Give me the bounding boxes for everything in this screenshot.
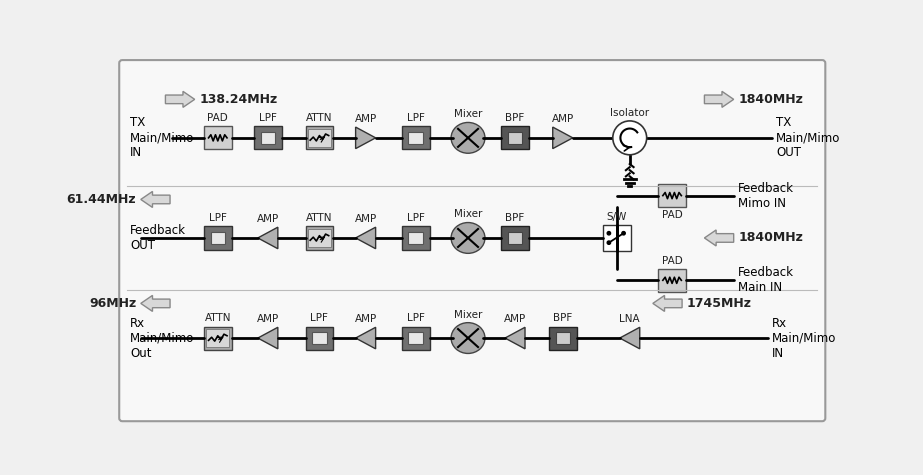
Polygon shape <box>505 327 525 349</box>
Polygon shape <box>355 127 376 149</box>
Text: AMP: AMP <box>354 214 377 224</box>
FancyBboxPatch shape <box>402 126 429 150</box>
Text: Feedback
Main IN: Feedback Main IN <box>737 266 794 294</box>
Circle shape <box>622 231 625 235</box>
Text: BPF: BPF <box>506 213 524 223</box>
FancyBboxPatch shape <box>549 326 577 350</box>
Text: TX
Main/Mimo
IN: TX Main/Mimo IN <box>130 116 195 159</box>
FancyBboxPatch shape <box>603 225 630 251</box>
Text: PAD: PAD <box>662 210 682 220</box>
Polygon shape <box>704 91 734 107</box>
Polygon shape <box>553 127 573 149</box>
Text: LPF: LPF <box>407 314 425 323</box>
Text: Mixer: Mixer <box>454 310 482 320</box>
FancyBboxPatch shape <box>206 329 229 347</box>
FancyBboxPatch shape <box>210 232 225 244</box>
Polygon shape <box>165 91 195 107</box>
Text: AMP: AMP <box>257 314 279 324</box>
Text: LNA: LNA <box>619 314 640 324</box>
FancyBboxPatch shape <box>501 227 529 249</box>
Text: BPF: BPF <box>506 113 524 123</box>
Text: Feedback
OUT: Feedback OUT <box>130 224 186 252</box>
Text: Mixer: Mixer <box>454 109 482 119</box>
Polygon shape <box>355 327 376 349</box>
Polygon shape <box>619 327 640 349</box>
Text: ATTN: ATTN <box>205 314 231 323</box>
Text: BPF: BPF <box>553 314 572 323</box>
FancyBboxPatch shape <box>508 232 522 244</box>
Ellipse shape <box>451 123 485 153</box>
Polygon shape <box>141 295 170 312</box>
Text: ATTN: ATTN <box>306 213 332 223</box>
FancyBboxPatch shape <box>204 126 232 150</box>
FancyBboxPatch shape <box>409 332 423 344</box>
FancyBboxPatch shape <box>501 126 529 150</box>
Text: Rx
Main/Mimo
Out: Rx Main/Mimo Out <box>130 316 195 360</box>
FancyBboxPatch shape <box>119 60 825 421</box>
FancyBboxPatch shape <box>306 227 333 249</box>
FancyBboxPatch shape <box>402 326 429 350</box>
Text: S/W: S/W <box>606 212 627 222</box>
FancyBboxPatch shape <box>658 184 686 207</box>
FancyBboxPatch shape <box>306 326 333 350</box>
Polygon shape <box>653 295 682 312</box>
Text: AMP: AMP <box>504 314 526 324</box>
Text: TX
Main/Mimo
OUT: TX Main/Mimo OUT <box>776 116 841 159</box>
Text: 96MHz: 96MHz <box>89 297 137 310</box>
Polygon shape <box>258 327 278 349</box>
FancyBboxPatch shape <box>204 326 232 350</box>
Text: LPF: LPF <box>407 213 425 223</box>
Text: LPF: LPF <box>407 113 425 123</box>
Ellipse shape <box>451 223 485 253</box>
Polygon shape <box>141 191 170 208</box>
FancyBboxPatch shape <box>409 132 423 144</box>
FancyBboxPatch shape <box>308 228 331 247</box>
Text: 138.24MHz: 138.24MHz <box>199 93 278 106</box>
Text: PAD: PAD <box>662 256 682 266</box>
Polygon shape <box>258 227 278 249</box>
Text: ATTN: ATTN <box>306 113 332 123</box>
Text: Feedback
Mimo IN: Feedback Mimo IN <box>737 181 794 209</box>
Text: Rx
Main/Mimo
IN: Rx Main/Mimo IN <box>773 316 836 360</box>
FancyBboxPatch shape <box>260 132 275 144</box>
Text: LPF: LPF <box>310 314 329 323</box>
FancyBboxPatch shape <box>306 126 333 150</box>
FancyBboxPatch shape <box>402 227 429 249</box>
Text: AMP: AMP <box>354 314 377 324</box>
FancyBboxPatch shape <box>508 132 522 144</box>
Circle shape <box>607 241 611 244</box>
Text: 1840MHz: 1840MHz <box>738 93 803 106</box>
FancyBboxPatch shape <box>204 227 232 249</box>
FancyBboxPatch shape <box>658 269 686 292</box>
Text: 1840MHz: 1840MHz <box>738 231 803 245</box>
Text: 61.44MHz: 61.44MHz <box>66 193 137 206</box>
Text: Isolator: Isolator <box>610 108 649 118</box>
Text: LPF: LPF <box>209 213 227 223</box>
Text: AMP: AMP <box>552 114 574 124</box>
Circle shape <box>607 231 611 235</box>
Text: Mixer: Mixer <box>454 209 482 219</box>
Text: PAD: PAD <box>208 113 228 123</box>
FancyBboxPatch shape <box>312 332 327 344</box>
Text: LPF: LPF <box>258 113 277 123</box>
FancyBboxPatch shape <box>308 129 331 147</box>
Circle shape <box>613 121 647 155</box>
FancyBboxPatch shape <box>254 126 282 150</box>
Text: AMP: AMP <box>354 114 377 124</box>
Ellipse shape <box>451 323 485 353</box>
Polygon shape <box>704 230 734 246</box>
Text: 1745MHz: 1745MHz <box>687 297 751 310</box>
Polygon shape <box>355 227 376 249</box>
Text: AMP: AMP <box>257 214 279 224</box>
FancyBboxPatch shape <box>556 332 569 344</box>
FancyBboxPatch shape <box>409 232 423 244</box>
